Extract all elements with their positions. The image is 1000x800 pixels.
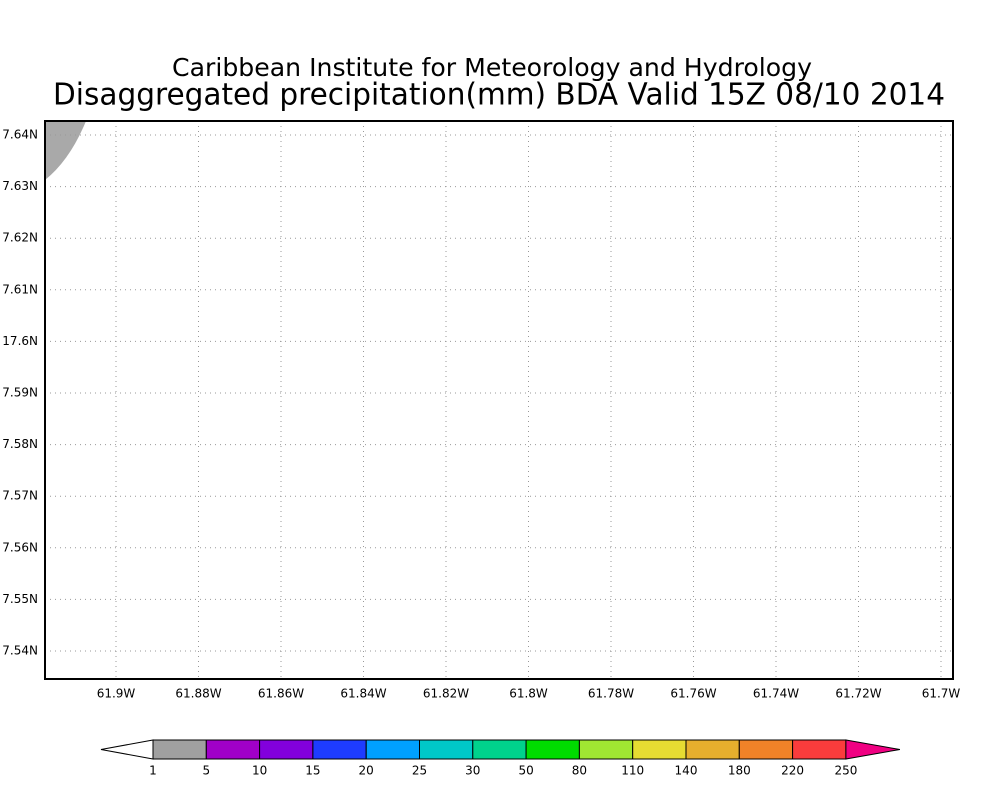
lon-label: 61.7W: [922, 687, 961, 701]
lat-label: 7.58N: [2, 437, 38, 451]
colorbar-label: 80: [572, 764, 587, 778]
colorbar-label: 220: [781, 764, 804, 778]
colorbar-label: 20: [359, 764, 374, 778]
colorbar-box: [792, 739, 847, 760]
lon-label: 61.86W: [258, 687, 304, 701]
colorbar-box: [685, 739, 740, 760]
lon-label: 61.9W: [97, 687, 136, 701]
plot-area: [45, 121, 953, 679]
lat-label: 7.56N: [2, 540, 38, 554]
colorbar-box: [205, 739, 261, 760]
title: Caribbean Institute for Meteorology and …: [172, 53, 812, 82]
colorbar-label: 180: [728, 764, 751, 778]
colorbar-label: 15: [305, 764, 320, 778]
lon-label: 61.76W: [670, 687, 716, 701]
lat-label: 7.64N: [2, 128, 38, 142]
colorbar-label: 250: [834, 764, 857, 778]
colorbar-tip: [100, 739, 154, 760]
lat-label: 7.59N: [2, 386, 38, 400]
lat-label: 7.54N: [2, 644, 38, 658]
colorbar-label: 50: [518, 764, 533, 778]
colorbar-tip: [845, 739, 900, 760]
subtitle: Disaggregated precipitation(mm) BDA Vali…: [53, 78, 945, 113]
lat-label: 17.6N: [2, 334, 38, 348]
lon-label: 61.82W: [423, 687, 469, 701]
lat-label: 7.61N: [2, 282, 38, 296]
land-shading: [45, 121, 86, 180]
colorbar-label: 10: [252, 764, 267, 778]
colorbar-box: [578, 739, 634, 760]
lon-label: 61.88W: [175, 687, 221, 701]
colorbar-box: [419, 739, 474, 760]
lat-label: 7.55N: [2, 592, 38, 606]
colorbar-label: 110: [621, 764, 644, 778]
colorbar-box: [525, 739, 580, 760]
lon-label: 61.74W: [753, 687, 799, 701]
colorbar-label: 140: [675, 764, 698, 778]
lat-label: 7.57N: [2, 489, 38, 503]
lon-label: 61.84W: [340, 687, 386, 701]
colorbar-box: [312, 739, 367, 760]
plot-frame: [44, 120, 954, 680]
colorbar: 1 5 10 15 20 25 30 50 80 110 140 180 220 250: [100, 739, 900, 778]
colorbar-box: [632, 739, 687, 760]
lon-label: 61.8W: [509, 687, 548, 701]
colorbar-box: [152, 739, 207, 760]
colorbar-box: [365, 739, 421, 760]
lon-label: 61.78W: [588, 687, 634, 701]
colorbar-box: [738, 739, 794, 760]
lat-label: 7.63N: [2, 179, 38, 193]
colorbar-label: 25: [412, 764, 427, 778]
colorbar-box: [472, 739, 527, 760]
colorbar-box: [259, 739, 314, 760]
colorbar-label: 30: [465, 764, 480, 778]
lat-label: 7.62N: [2, 231, 38, 245]
colorbar-label: 1: [149, 764, 157, 778]
lon-label: 61.72W: [835, 687, 881, 701]
colorbar-label: 5: [202, 764, 210, 778]
